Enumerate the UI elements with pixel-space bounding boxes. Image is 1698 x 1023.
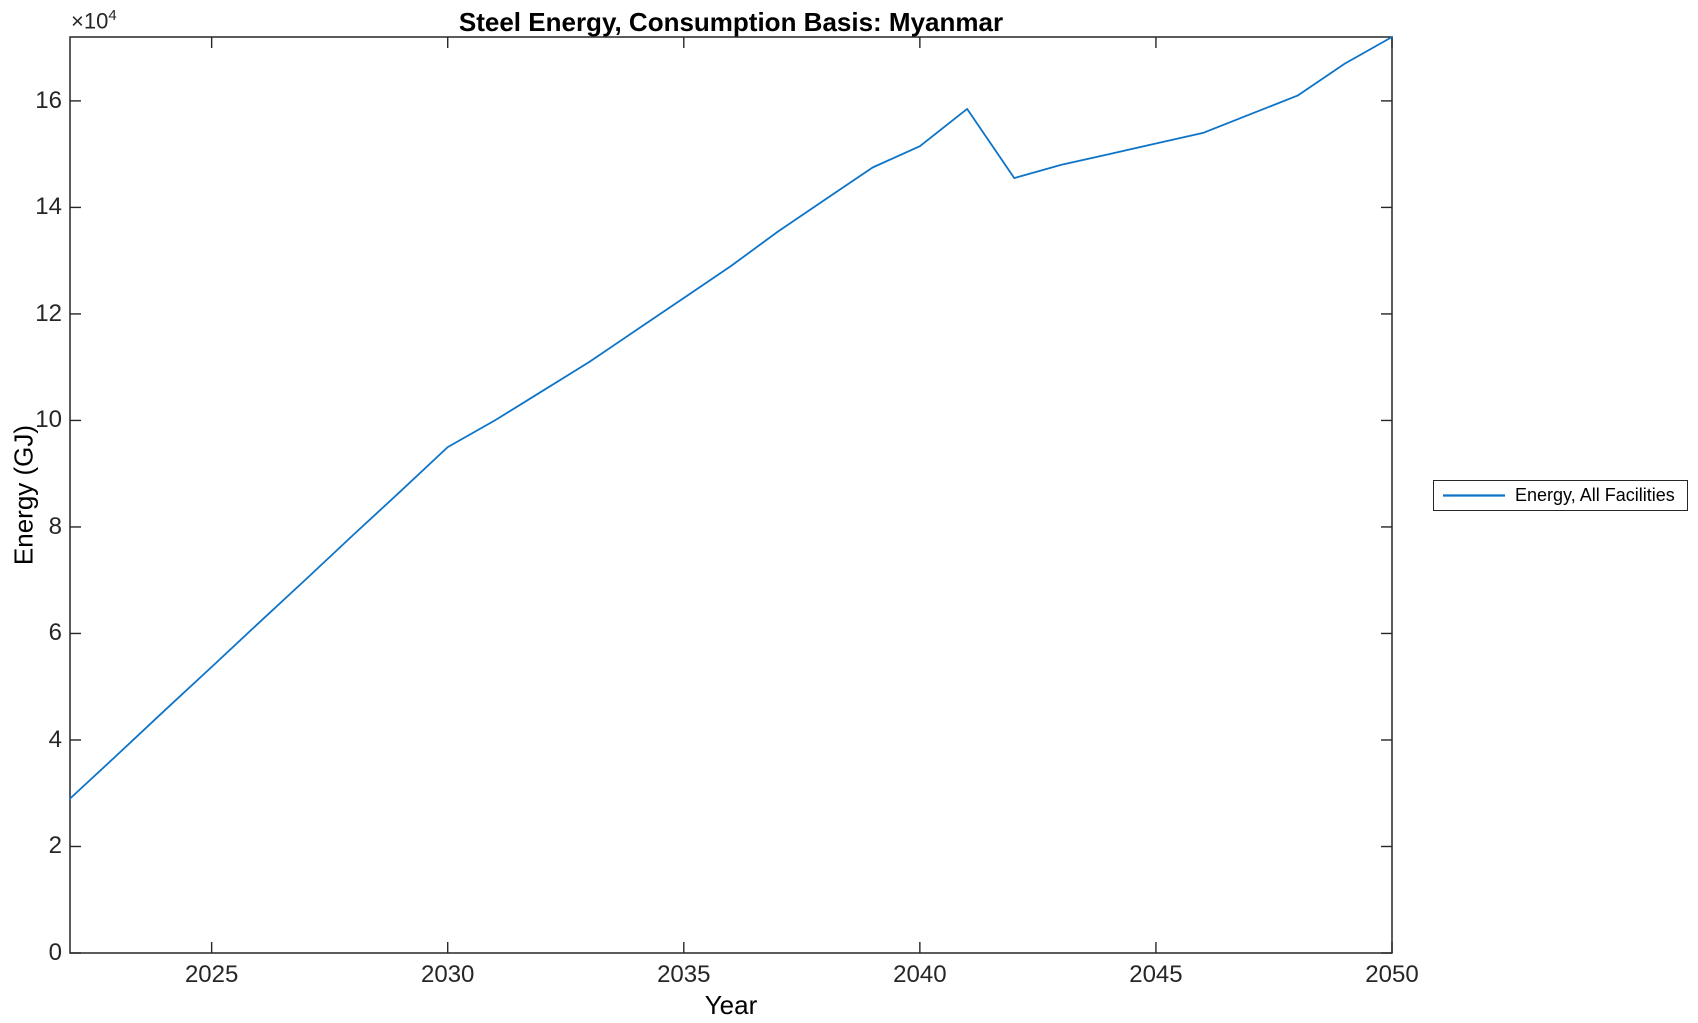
x-axis-label: Year <box>704 990 758 1020</box>
legend-line-sample-icon <box>1443 494 1505 497</box>
y-tick-label: 16 <box>35 86 62 114</box>
y-axis-exponent-base: ×10 <box>71 8 109 34</box>
y-axis-exponent-power: 4 <box>108 7 117 24</box>
axes-box <box>69 36 1393 954</box>
x-tick-label: 2035 <box>657 961 711 988</box>
y-tick-label: 6 <box>48 619 62 647</box>
y-tick-label: 8 <box>48 512 62 540</box>
x-tick-label: 2030 <box>421 961 475 988</box>
x-tick-label: 2025 <box>184 961 239 988</box>
y-axis-exponent-label: ×104 <box>71 7 117 34</box>
data-line-energy-all-facilities <box>69 36 1393 800</box>
chart-title: Steel Energy, Consumption Basis: Myanmar <box>458 7 1004 37</box>
x-tick-label: 2045 <box>1129 961 1183 988</box>
y-tick-label: 14 <box>35 193 62 221</box>
legend-label: Energy, All Facilities <box>1515 485 1675 505</box>
y-tick-label: 0 <box>48 939 62 966</box>
y-tick-label: 4 <box>48 725 62 753</box>
y-tick-label: 12 <box>35 299 62 327</box>
legend: Energy, All Facilities <box>1433 480 1688 511</box>
y-tick-label: 2 <box>48 832 62 860</box>
y-tick-label: 10 <box>35 406 62 434</box>
x-tick-label: 2040 <box>893 961 947 988</box>
x-tick-label: 2050 <box>1365 961 1419 988</box>
